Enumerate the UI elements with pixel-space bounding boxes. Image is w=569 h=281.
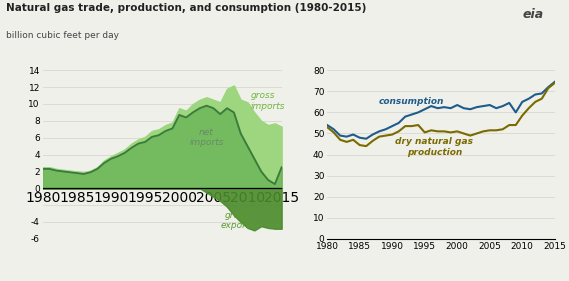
Text: eia: eia: [522, 8, 543, 21]
Text: consumption: consumption: [379, 97, 444, 106]
Text: net
imports: net imports: [189, 128, 224, 148]
Text: gross
imports: gross imports: [251, 91, 286, 111]
Text: billion cubic feet per day: billion cubic feet per day: [6, 31, 119, 40]
Text: Natural gas trade, production, and consumption (1980-2015): Natural gas trade, production, and consu…: [6, 3, 366, 13]
Text: dry natural gas
production: dry natural gas production: [395, 137, 473, 157]
Text: gross
exports: gross exports: [220, 210, 254, 230]
